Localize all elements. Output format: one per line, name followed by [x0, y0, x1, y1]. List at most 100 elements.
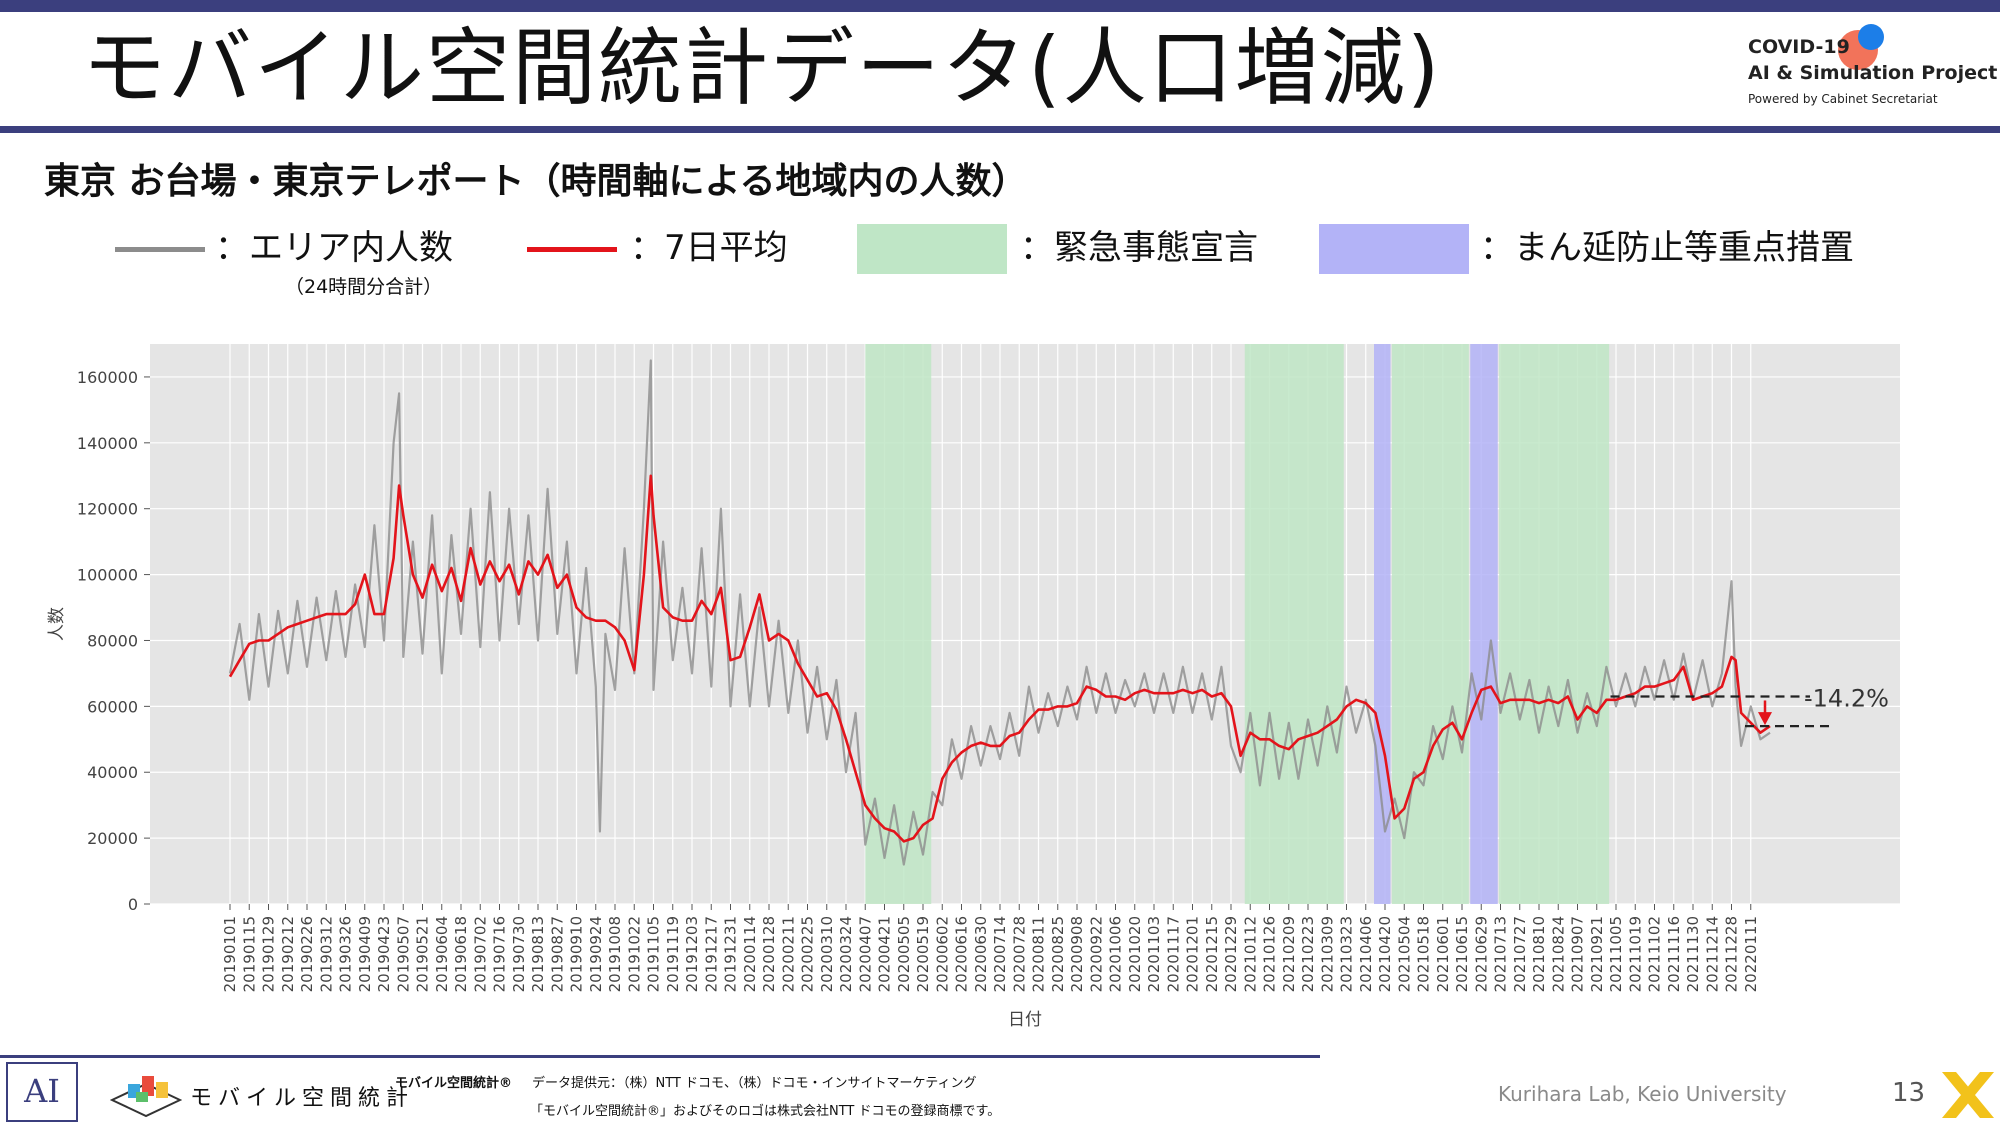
x-tick-label: 20201201 — [1184, 916, 1202, 992]
legend-emergency-label: ：緊急事態宣言 — [1020, 228, 1258, 268]
x-tick-label: 20210420 — [1376, 916, 1394, 992]
x-tick-label: 20211005 — [1607, 916, 1625, 992]
x-axis-label: 日付 — [1008, 1010, 1042, 1030]
plot-background — [150, 344, 1900, 904]
footer-brand: モバイル空間統計® — [395, 1076, 513, 1091]
footer-data-provider: データ提供元：（株）NTT ドコモ、（株）ドコモ・インサイトマーケティング — [532, 1076, 977, 1091]
x-tick-label: 20210727 — [1511, 916, 1529, 992]
legend-area-line — [115, 247, 205, 252]
footer-divider — [0, 1055, 1320, 1058]
x-tick-label: 20200211 — [779, 916, 797, 992]
title-divider — [0, 126, 2000, 133]
x-tick-label: 20200324 — [837, 916, 855, 992]
y-tick-label: 120000 — [77, 500, 138, 519]
x-tick-label: 20211019 — [1626, 916, 1644, 992]
x-tick-label: 20200811 — [1030, 916, 1048, 992]
legend-semi-label: ：まん延防止等重点措置 — [1480, 228, 1854, 268]
footer-trademark: 「モバイル空間統計®」およびそのロゴは株式会社NTT ドコモの登録商標です。 — [530, 1104, 1001, 1119]
x-tick-label: 20191119 — [664, 916, 682, 992]
x-tick-label: 20190827 — [548, 916, 566, 992]
x-tick-label: 20211228 — [1723, 916, 1741, 992]
shaded-period-emergency — [1391, 344, 1469, 904]
x-tick-label: 20190521 — [414, 916, 432, 992]
x-tick-label: 20200421 — [876, 916, 894, 992]
population-chart: 0 20000 40000 60000 80000 100000 120000 140000 1… — [47, 344, 1900, 1030]
x-tick-label: 20190423 — [375, 916, 393, 992]
x-tick-label: 20190212 — [279, 916, 297, 992]
x-axis-ticks: 20190101 20190115 20190129 20190212 20190226… — [221, 904, 1760, 992]
page-title: モバイル空間統計データ(人口増減) — [82, 19, 1442, 117]
x-tick-label: 20200825 — [1049, 916, 1067, 992]
footer-lab-name: Kurihara Lab, Keio University — [1498, 1082, 1787, 1106]
x-tick-label: 20190604 — [433, 916, 451, 992]
x-tick-label: 20210921 — [1588, 916, 1606, 992]
y-tick-label: 100000 — [77, 566, 138, 585]
shaded-period-semi — [1470, 344, 1498, 904]
x-tick-label: 20200407 — [856, 916, 874, 992]
x-tick-label: 20190226 — [298, 916, 316, 992]
series-area-population — [228, 359, 1771, 866]
x-tick-label: 20190730 — [510, 916, 528, 992]
ai-lab-logo — [6, 1062, 78, 1122]
x-tick-label: 20210209 — [1280, 916, 1298, 992]
logo-line-2: AI & Simulation Project — [1748, 62, 1998, 84]
annotation-label: -14.2% — [1804, 684, 1889, 712]
x-tick-label: 20210824 — [1549, 916, 1567, 992]
y-tick-label: 0 — [128, 895, 138, 914]
x-tick-label: 20201006 — [1107, 916, 1125, 992]
x-tick-label: 20190716 — [491, 916, 509, 992]
x-tick-label: 20190507 — [394, 916, 412, 992]
x-tick-label: 20210309 — [1318, 916, 1336, 992]
x-tick-label: 20190312 — [317, 916, 335, 992]
y-tick-label: 60000 — [87, 697, 138, 716]
legend-avg-label: ：7日平均 — [630, 228, 788, 268]
y-tick-label: 20000 — [87, 829, 138, 848]
legend-area-label: ：エリア内人数 — [215, 228, 453, 268]
x-tick-label: 20201117 — [1164, 916, 1182, 992]
legend-emergency-swatch — [857, 224, 1007, 274]
x-tick-label: 20211116 — [1665, 916, 1683, 992]
x-tick-label: 20190326 — [337, 916, 355, 992]
x-tick-label: 20210615 — [1453, 916, 1471, 992]
change-annotation: -14.2% — [1610, 684, 1889, 728]
x-tick-label: 20200728 — [1010, 916, 1028, 992]
x-tick-label: 20190702 — [471, 916, 489, 992]
x-tick-label: 20200505 — [895, 916, 913, 992]
logo-line-1: COVID-19 — [1748, 36, 1850, 58]
x-tick-label: 20190101 — [221, 916, 239, 992]
x-logo-icon — [1942, 1072, 1994, 1118]
x-tick-label: 20200602 — [933, 916, 951, 992]
x-tick-label: 20210112 — [1241, 916, 1259, 992]
x-tick-label: 20210907 — [1569, 916, 1587, 992]
x-tick-label: 20210518 — [1415, 916, 1433, 992]
x-tick-label: 20200128 — [760, 916, 778, 992]
x-tick-label: 20201103 — [1145, 916, 1163, 992]
x-tick-label: 20200908 — [1068, 916, 1086, 992]
top-accent-bar — [0, 0, 2000, 12]
x-tick-label: 20201229 — [1222, 916, 1240, 992]
legend-avg-line — [527, 247, 617, 252]
x-tick-label: 20190129 — [260, 916, 278, 992]
logo-dot-blue — [1858, 24, 1884, 50]
x-tick-label: 20200519 — [914, 916, 932, 992]
x-tick-label: 20190813 — [529, 916, 547, 992]
x-tick-label: 20210223 — [1299, 916, 1317, 992]
x-tick-label: 20190618 — [452, 916, 470, 992]
x-tick-label: 20191231 — [722, 916, 740, 992]
y-tick-label: 40000 — [87, 763, 138, 782]
x-tick-label: 20220111 — [1742, 916, 1760, 992]
y-tick-label: 140000 — [77, 434, 138, 453]
y-tick-label: 80000 — [87, 631, 138, 650]
shaded-period-emergency — [1499, 344, 1610, 904]
y-tick-label: 160000 — [77, 368, 138, 387]
x-tick-label: 20201020 — [1126, 916, 1144, 992]
shaded-period-emergency — [1244, 344, 1344, 904]
x-tick-label: 20190924 — [587, 916, 605, 992]
x-tick-label: 20200714 — [991, 916, 1009, 992]
x-tick-label: 20191203 — [683, 916, 701, 992]
x-tick-label: 20210810 — [1530, 916, 1548, 992]
ai-lab-logo-text: AI — [24, 1072, 60, 1110]
project-logo: COVID-19 AI & Simulation Project Powered… — [1748, 24, 1997, 114]
x-tick-label: 20191022 — [625, 916, 643, 992]
legend-area-sublabel: （24時間分合計） — [285, 276, 443, 298]
